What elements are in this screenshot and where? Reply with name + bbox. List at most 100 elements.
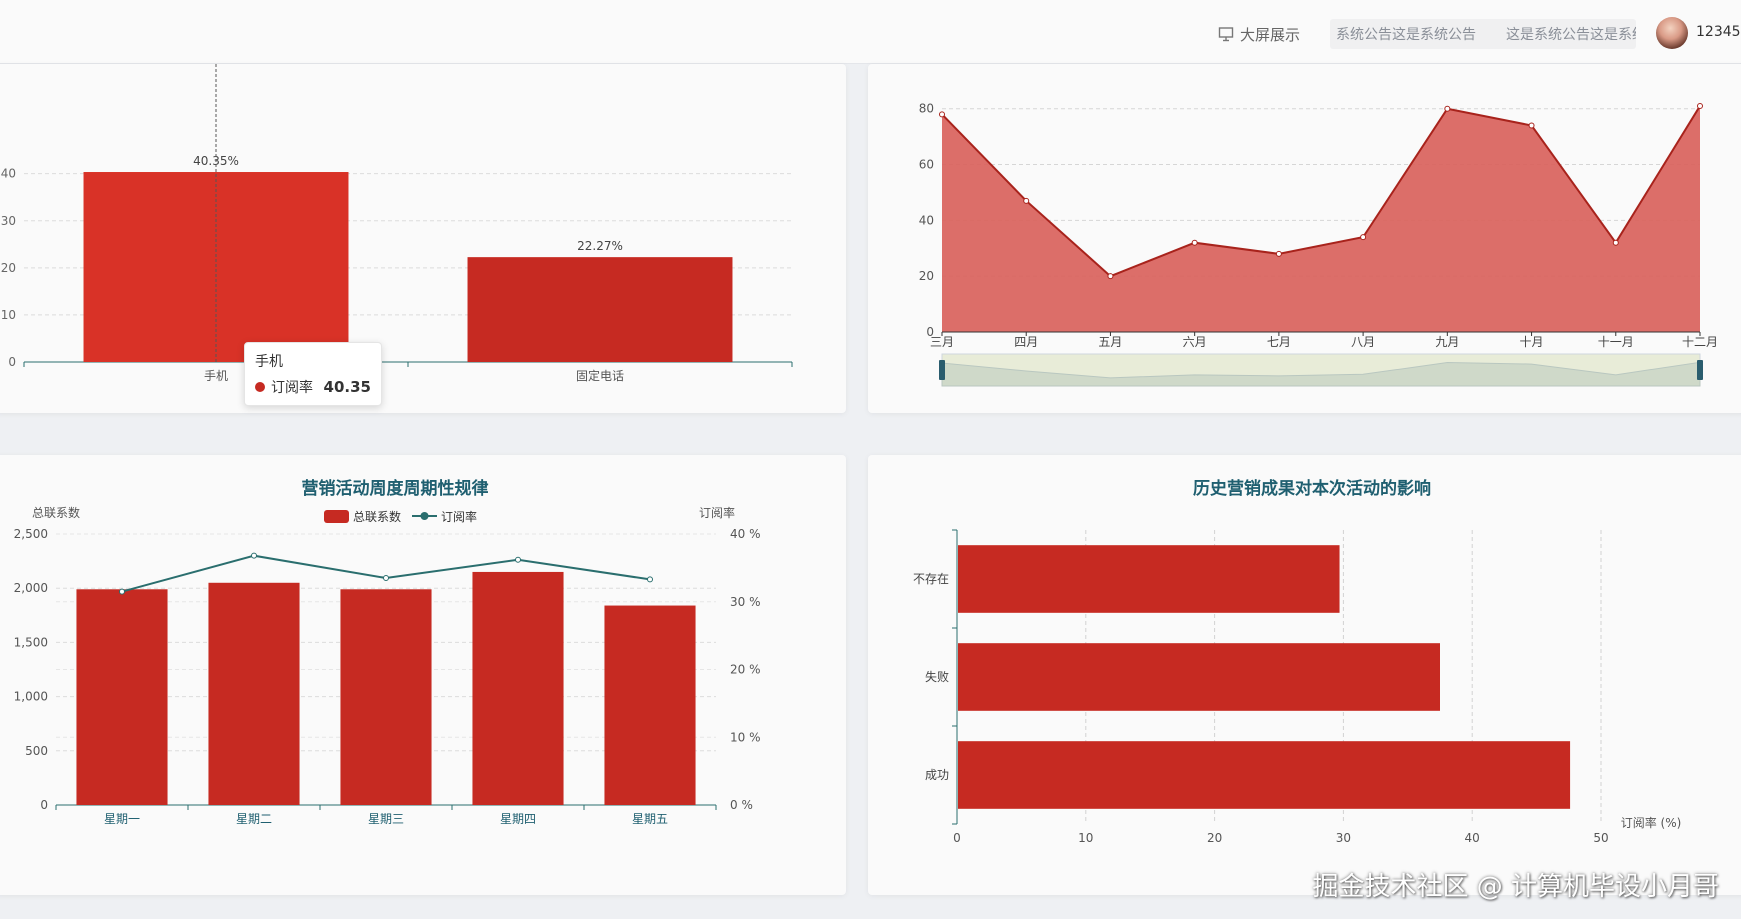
bar [958,545,1340,613]
chart-title: 历史营销成果对本次活动的影响 [1193,478,1431,499]
y-tick-label: 30 [1,214,16,228]
legend-line-label: 订阅率 [441,509,477,524]
bar [340,589,432,805]
tooltip-series-name: 订阅率 [271,380,313,396]
bar [604,605,696,805]
x-tick-label: 30 [1336,831,1351,845]
legend-bar-label: 总联系数 [353,509,401,524]
y-tick-label-right: 20 % [730,663,761,677]
y-tick-label-left: 2,000 [14,581,48,595]
x-tick-label: 十二月 [1682,335,1718,349]
avatar[interactable] [1656,17,1688,49]
y-tick-label-left: 2,500 [14,527,48,541]
y-tick-label-right: 10 % [730,730,761,744]
y-tick-label: 40 [919,213,934,227]
legend-bar-swatch [324,510,349,523]
rate-point [119,588,125,595]
y-tick-label: 60 [919,158,934,172]
chart-title: 营销活动周度周期性规律 [302,478,489,499]
rate-point [383,575,389,582]
legend-line-dot [420,512,429,520]
tooltip-value: 40.35 [323,378,371,396]
tooltip-series-dot [255,382,265,392]
x-tick-label: 50 [1593,831,1608,845]
bar [208,582,300,805]
y-tick-label: 80 [919,102,934,116]
y-axis-right-label: 订阅率 [699,505,735,520]
username[interactable]: 123456 [1696,24,1741,40]
x-tick-label: 八月 [1351,335,1375,349]
card-outcome-chart: 历史营销成果对本次活动的影响 0 10 20 30 40 50 订阅率 (%) 不存在失败成功 [868,455,1741,895]
x-tick-label: 六月 [1183,335,1207,349]
chart-tooltip: 手机 订阅率 40.35 [244,342,382,406]
bar [958,741,1571,809]
rate-point [515,556,521,563]
rate-line [121,554,651,593]
x-tick-label: 十月 [1520,335,1544,349]
area-fill [942,105,1700,332]
x-tick-label: 星期五 [632,812,668,826]
x-tick-label: 星期二 [236,812,272,826]
y-tick-label: 40 [1,167,16,181]
data-point [1275,250,1282,257]
x-tick-label: 三月 [930,335,954,349]
data-point [1697,102,1703,109]
bar [467,257,733,362]
y-tick-label-right: 0 % [730,798,753,812]
watermark: 掘金技术社区 @ 计算机毕设小月哥 [1312,872,1719,902]
notice-text-1: 系统公告这是系统公告 [1336,27,1476,43]
bar [958,643,1440,711]
datazoom-handle-left [939,360,945,380]
data-point [1360,234,1367,241]
tooltip-category: 手机 [255,354,283,370]
x-tick-label: 0 [953,831,961,845]
x-axis-label: 订阅率 (%) [1621,815,1682,830]
rate-point [647,576,653,583]
month-area-chart: 0 20 40 60 80 三月 四月 五月 六月 七月 八月 九月 十月 十一月 十二月 [919,102,1718,387]
bar [76,589,168,805]
bigscreen-button[interactable]: 大屏展示 [1218,22,1300,46]
x-tick-label: 10 [1078,831,1093,845]
data-point [1612,239,1619,246]
bigscreen-label: 大屏展示 [1240,25,1301,44]
data-point [1023,197,1030,204]
data-point [939,111,945,118]
y-tick-label-left: 500 [25,744,48,758]
series-line [941,105,1701,278]
y-tick-label-left: 1,500 [14,635,48,649]
y-tick-label: 0 [8,355,16,369]
data-point [1191,239,1198,246]
x-tick-label: 星期四 [500,812,536,826]
x-tick-label: 星期一 [104,812,140,826]
x-tick-label: 星期三 [368,812,404,826]
y-tick-label-left: 0 [40,798,48,812]
x-tick-label: 七月 [1267,335,1291,349]
card-month-chart: 0 20 40 60 80 三月 四月 五月 六月 七月 八月 九月 十月 十一月 十二月 [868,64,1741,413]
y-tick-label: 失败 [925,669,949,684]
bar-value-label: 22.27% [577,239,623,253]
x-tick-label: 九月 [1435,335,1459,349]
x-tick-label: 固定电话 [576,368,624,383]
y-tick-label: 10 [1,308,16,322]
x-tick-label: 手机 [204,369,228,383]
x-tick-label: 20 [1207,831,1222,845]
y-tick-label: 成功 [925,768,949,782]
x-tick-label: 40 [1465,831,1480,845]
presentation-icon [1218,27,1234,42]
y-axis-left-label: 总联系数 [32,505,80,520]
rate-point [251,552,257,559]
data-point [1107,273,1114,280]
datazoom-handle-right [1697,360,1703,380]
y-tick-label: 不存在 [913,572,949,586]
x-tick-label: 四月 [1014,335,1038,349]
x-tick-label: 五月 [1098,335,1122,349]
bar [472,571,564,805]
data-point [1444,105,1451,112]
y-tick-label-right: 30 % [730,595,761,609]
